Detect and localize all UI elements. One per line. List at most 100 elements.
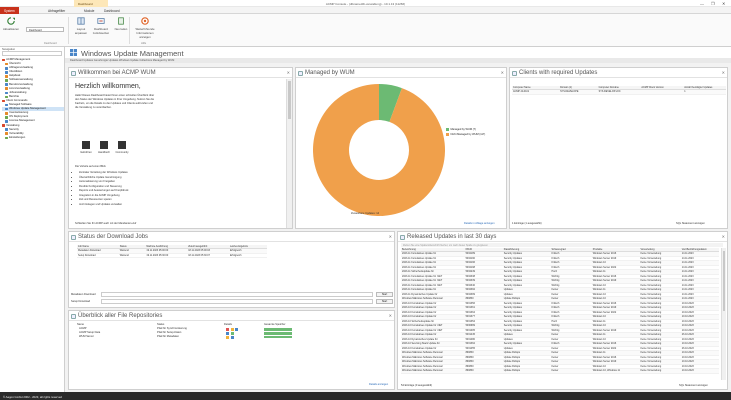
table-row[interactable]: 2023-11 Kumulatives Update für 5032190 Sec… bbox=[401, 257, 719, 262]
nav-item[interactable]: Inventarisierung bbox=[2, 111, 64, 115]
clients-sql-link[interactable]: SQL Statement anzeigen bbox=[676, 222, 705, 225]
table-row[interactable]: 2023-11 Kumulatives Update für .NET 50323… bbox=[401, 279, 719, 284]
table-row[interactable]: 2023-10 Kumulatives Update für 5031356 Sec… bbox=[401, 302, 719, 307]
released-sql-link[interactable]: SQL Statement anzeigen bbox=[679, 384, 708, 387]
nav-item[interactable]: Softwareverwaltung bbox=[2, 78, 64, 82]
nav-item[interactable]: Vulnerability bbox=[2, 132, 64, 136]
released-scrollbar[interactable] bbox=[721, 248, 726, 380]
close-button[interactable]: ✕ bbox=[722, 1, 726, 6]
table-row[interactable]: 2023-11 Dynamisches Update für 5032399 Upd… bbox=[401, 293, 719, 298]
table-row[interactable]: 2023-10 Kumulatives Update für .NET 50309… bbox=[401, 324, 719, 329]
tab-system[interactable]: System bbox=[0, 7, 19, 14]
download-column-header[interactable]: Letztes Ergebnis bbox=[229, 245, 248, 248]
download-column-header[interactable]: Status bbox=[119, 245, 127, 248]
released-column-header[interactable]: Vorverteilung bbox=[640, 248, 655, 251]
table-row[interactable]: 2023-11 Kumulatives Update für .NET 50323… bbox=[401, 275, 719, 280]
table-row[interactable]: Windows Malicious Software Removal 890830… bbox=[401, 365, 719, 370]
minimize-button[interactable]: — bbox=[700, 1, 704, 6]
maximize-button[interactable]: ❐ bbox=[711, 1, 715, 6]
table-row[interactable]: Setup Download Wartend 19.11.2023 05:30:00… bbox=[77, 254, 267, 259]
reload-button[interactable]: Neu laden bbox=[112, 17, 130, 31]
tab-dashboard[interactable]: Dashboard bbox=[104, 9, 120, 13]
layout-button[interactable]: Layout anpassen bbox=[72, 17, 90, 35]
clients-column-header[interactable]: Computer Domäne bbox=[598, 86, 619, 89]
table-row[interactable]: 2023-10 Sicherheitsupdate für 5031354 Secu… bbox=[401, 320, 719, 325]
nav-item[interactable]: ACMP Management bbox=[2, 58, 64, 62]
nav-item[interactable]: Berichte bbox=[2, 95, 64, 99]
welcome-scrollbar[interactable] bbox=[286, 79, 292, 228]
table-row[interactable]: 2023-10 Kumulatives Update für 5031364 Sec… bbox=[401, 311, 719, 316]
table-row[interactable]: Metadaten Download Wartend 19.11.2023 05:0… bbox=[77, 249, 267, 254]
nav-item[interactable]: Jobverwaltung bbox=[2, 91, 64, 95]
dashboard-select[interactable]: Dashboard bbox=[26, 27, 64, 32]
nav-item[interactable]: Benutzerverwaltung bbox=[2, 83, 64, 87]
handbuch-link[interactable]: Handbuch bbox=[97, 141, 111, 154]
table-row[interactable]: 2023-10 Kumulatives Update für 5031377 Sec… bbox=[401, 315, 719, 320]
released-column-header[interactable]: Klassifizierung bbox=[503, 248, 520, 251]
table-row[interactable]: 2023-10 Kumulatives Update für 5031361 Sec… bbox=[401, 306, 719, 311]
table-row[interactable]: 2023-11 Kumulatives Update für .NET 50323… bbox=[401, 284, 719, 289]
close-panel-icon[interactable]: ✕ bbox=[721, 234, 725, 239]
nav-item[interactable]: Einstellungen bbox=[2, 136, 64, 140]
repos-details-link[interactable]: Details anzeigen bbox=[369, 383, 389, 386]
setup-download-field[interactable] bbox=[101, 299, 373, 304]
nav-item[interactable]: Security bbox=[2, 128, 64, 132]
table-row[interactable]: 2023-10 Kumulatives Update für 5031455 Upd… bbox=[401, 347, 719, 352]
close-panel-icon[interactable]: ✕ bbox=[721, 70, 725, 75]
gebuehren-link[interactable]: Gebühren bbox=[79, 141, 93, 154]
table-row[interactable]: Windows Malicious Software Removal 890830… bbox=[401, 351, 719, 356]
table-row[interactable]: 2023-11 Sicherheitsupdate für 5032249 Secu… bbox=[401, 270, 719, 275]
nav-item[interactable]: Verwaltung bbox=[2, 124, 64, 128]
donut-slice[interactable] bbox=[313, 84, 445, 216]
close-panel-icon[interactable]: ✕ bbox=[388, 234, 392, 239]
tab-abfragefilter[interactable]: Abfragefilter bbox=[48, 9, 66, 13]
close-panel-icon[interactable]: ✕ bbox=[388, 313, 392, 318]
nav-item[interactable]: Clientlisten bbox=[2, 70, 64, 74]
table-row[interactable]: Windows Malicious Software Removal 890830… bbox=[401, 360, 719, 365]
table-row[interactable]: Windows Malicious Software Removal 890830… bbox=[401, 356, 719, 361]
metadata-download-field[interactable] bbox=[101, 292, 373, 297]
table-row[interactable]: ACMP-CL0101 SYS.DEVELOPE SYS.DEVELOP.LOC 1 bbox=[512, 90, 726, 95]
reset-button[interactable]: Dashboard zurücksetzen bbox=[92, 17, 110, 35]
close-panel-icon[interactable]: ✕ bbox=[500, 70, 504, 75]
table-row[interactable]: 2023-10 Kumulatives Update für .NET 50310… bbox=[401, 329, 719, 334]
nav-item[interactable]: Helpdesk bbox=[2, 74, 64, 78]
table-row[interactable]: 2023-11 Kumulatives Update für 5032198 Sec… bbox=[401, 266, 719, 271]
download-column-header[interactable]: Nächste Ausführung bbox=[146, 245, 168, 248]
released-column-header[interactable]: Veröffentlichungsdatum bbox=[681, 248, 707, 251]
download-column-header[interactable]: Zuletzt ausgeführt bbox=[188, 245, 208, 248]
nav-item[interactable]: Windows Update Management bbox=[2, 107, 64, 112]
nav-item[interactable]: License Management bbox=[2, 119, 64, 123]
nav-item[interactable]: Client Commands bbox=[2, 99, 64, 103]
table-row[interactable]: Windows Malicious Software Removal 890830… bbox=[401, 369, 719, 374]
details-link[interactable]: Details in Ablage anzeigen bbox=[464, 222, 495, 225]
table-row[interactable]: 2023-10 Servicing Stack Update für 503136… bbox=[401, 342, 719, 347]
donut-slice[interactable] bbox=[379, 84, 402, 122]
table-row[interactable]: 2023-11 Kumulatives Update für 5032392 Upd… bbox=[401, 288, 719, 293]
table-row[interactable]: 2023-10 Dynamisches Update für 5031480 Upd… bbox=[401, 338, 719, 343]
nav-item[interactable]: Abfragenverwaltung bbox=[2, 66, 64, 70]
nav-item[interactable]: Managed Software bbox=[2, 103, 64, 107]
table-row[interactable]: 2023-11 Kumulatives Update für 5032189 Sec… bbox=[401, 252, 719, 257]
metadata-start-button[interactable]: Start bbox=[376, 292, 393, 297]
released-column-header[interactable]: Schweregrad bbox=[551, 248, 566, 251]
download-column-header[interactable]: Job Name bbox=[78, 245, 89, 248]
released-column-header[interactable]: Produkte bbox=[592, 248, 603, 251]
table-row[interactable]: 2023-10 Kumulatives Update für 5031445 Upd… bbox=[401, 333, 719, 338]
nav-item[interactable]: Übersicht bbox=[2, 62, 64, 66]
clients-column-header[interactable]: Domain (1) bbox=[560, 86, 572, 89]
setup-start-button[interactable]: Start bbox=[376, 299, 393, 304]
clients-column-header[interactable]: Anzahl benötigter Updates bbox=[684, 86, 713, 89]
clients-column-header[interactable]: ACMP Client Version bbox=[641, 86, 664, 89]
info-button[interactable]: Weiterführende Informationen anzeigen bbox=[133, 17, 157, 39]
table-row[interactable]: 2023-11 Kumulatives Update für 5032196 Sec… bbox=[401, 261, 719, 266]
tab-module[interactable]: Module bbox=[84, 9, 95, 13]
released-column-header[interactable]: Bezeichnung bbox=[402, 248, 416, 251]
table-row[interactable]: Windows Malicious Software Removal 890830… bbox=[401, 297, 719, 302]
clients-column-header[interactable]: Computer Name bbox=[513, 86, 531, 89]
close-panel-icon[interactable]: ✕ bbox=[286, 70, 290, 75]
released-column-header[interactable]: KB-ID bbox=[465, 248, 472, 251]
navigation-search-input[interactable] bbox=[2, 51, 62, 56]
nav-item[interactable]: OS Deployment bbox=[2, 115, 64, 119]
refresh-button[interactable]: Aktualisieren bbox=[2, 17, 20, 31]
